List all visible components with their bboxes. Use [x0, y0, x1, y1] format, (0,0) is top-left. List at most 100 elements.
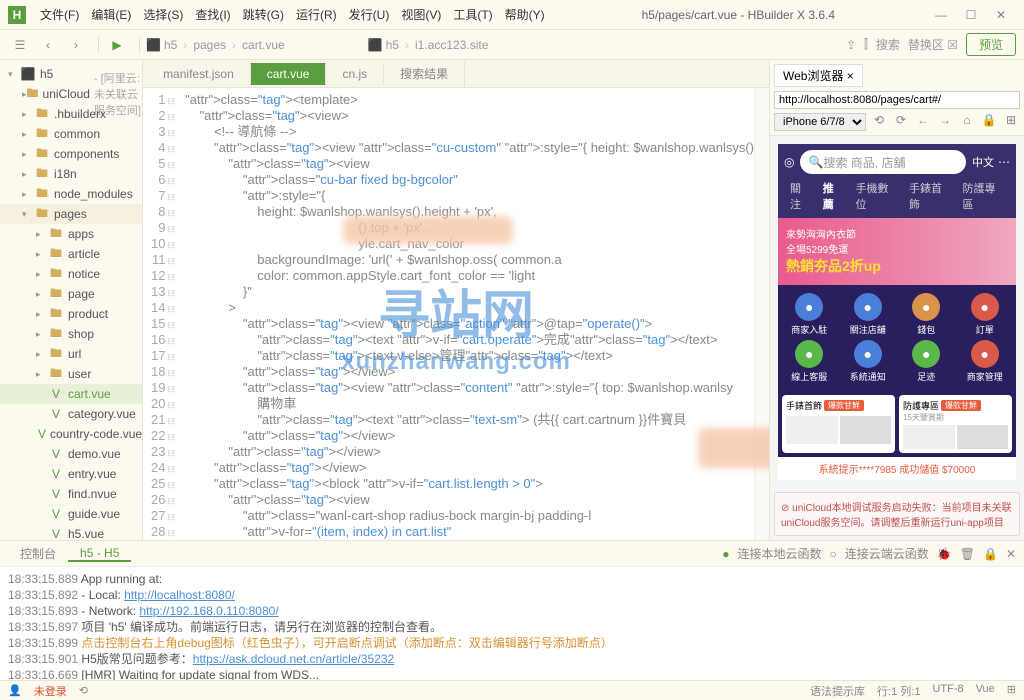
promo-card-2[interactable]: 防護專區爆款甘鮮 15天鑒賞期 [899, 395, 1012, 453]
app-grid-item[interactable]: ●商家管理 [958, 340, 1013, 383]
grid-icon[interactable]: ⊞ [1007, 683, 1016, 699]
tree-item[interactable]: ▸🖿components [0, 144, 142, 164]
login-status[interactable]: 未登录 [34, 683, 67, 699]
app-grid-item[interactable]: ●關注店舖 [841, 293, 896, 336]
promo-card-1[interactable]: 手錶首飾爆款甘鮮 [782, 395, 895, 453]
tree-item[interactable]: ▸🖿shop [0, 324, 142, 344]
user-icon[interactable]: 👤 [8, 684, 22, 697]
app-grid-item[interactable]: ●訂單 [958, 293, 1013, 336]
menu-help[interactable]: 帮助(Y) [499, 6, 551, 23]
lock-icon[interactable]: 🔒 [983, 547, 998, 561]
close-button[interactable]: ✕ [986, 8, 1016, 22]
tree-item[interactable]: ▸🖿apps [0, 224, 142, 244]
menu-find[interactable]: 查找(I) [189, 6, 236, 23]
collapse-icon[interactable]: ☰ [8, 33, 32, 57]
bug-icon[interactable]: 🐞 [937, 547, 952, 561]
devtools-icon[interactable]: ⊞ [1002, 113, 1020, 131]
menu-file[interactable]: 文件(F) [34, 6, 85, 23]
remote-cloud-link[interactable]: 连接云端云函数 [845, 545, 929, 562]
tree-item[interactable]: ▸🖿user [0, 364, 142, 384]
local-cloud-link[interactable]: 连接本地云函数 [738, 545, 822, 562]
tab-cart[interactable]: cart.vue [251, 63, 327, 85]
tree-item[interactable]: Vfind.nvue [0, 484, 142, 504]
close-icon[interactable]: ✕ [1006, 547, 1016, 561]
menu-select[interactable]: 选择(S) [137, 6, 189, 23]
menu-view[interactable]: 视图(V) [395, 6, 447, 23]
lang-label[interactable]: 中文 [972, 154, 994, 170]
tree-item[interactable]: ▸🖿product [0, 304, 142, 324]
title-bar: H 文件(F) 编辑(E) 选择(S) 查找(I) 跳转(G) 运行(R) 发行… [0, 0, 1024, 30]
app-search-input[interactable]: 🔍 搜索 商品, 店舖 [800, 150, 966, 174]
tree-item[interactable]: ▸🖿article [0, 244, 142, 264]
menu-publish[interactable]: 发行(U) [343, 6, 396, 23]
menu-edit[interactable]: 编辑(E) [85, 6, 137, 23]
app-grid-item[interactable]: ●足迹 [899, 340, 954, 383]
encoding[interactable]: UTF-8 [932, 683, 963, 699]
menu-icon[interactable]: ◎ [784, 155, 794, 169]
console-tab-main[interactable]: 控制台 [8, 545, 68, 562]
menu-goto[interactable]: 跳转(G) [237, 6, 290, 23]
syntax-lib[interactable]: 语法提示库 [810, 683, 865, 699]
clear-icon[interactable]: 🗑 [960, 547, 975, 561]
forward-icon[interactable]: → [936, 113, 954, 131]
app-grid-item[interactable]: ●商家入駐 [782, 293, 837, 336]
tree-item[interactable]: Vguide.vue [0, 504, 142, 524]
tree-item[interactable]: ▸🖿node_modules [0, 184, 142, 204]
app-nav-item[interactable]: 關注 [784, 180, 817, 212]
app-nav-item[interactable]: 手錶首飾 [903, 180, 957, 212]
console-tab-h5[interactable]: h5 - H5 [68, 546, 131, 562]
app-grid-item[interactable]: ●線上客服 [782, 340, 837, 383]
back-icon[interactable]: ‹ [36, 33, 60, 57]
tree-item[interactable]: ▸🖿i18n [0, 164, 142, 184]
tab-manifest[interactable]: manifest.json [147, 63, 251, 85]
search-link[interactable]: 搜索 [876, 36, 900, 53]
app-nav-item[interactable]: 手機數位 [850, 180, 904, 212]
minimize-button[interactable]: — [926, 8, 956, 22]
url-input[interactable] [774, 91, 1020, 109]
tree-item[interactable]: ▸🖿page [0, 284, 142, 304]
tree-item[interactable]: Vcart.vue [0, 384, 142, 404]
maximize-button[interactable]: ☐ [956, 8, 986, 22]
device-select[interactable]: iPhone 6/7/8 [774, 113, 866, 131]
reload-icon[interactable]: ⟳ [892, 113, 910, 131]
code-editor[interactable]: 1⊟2⊟3⊟4⊟5⊟6⊟7⊟8⊟9⊟10⊟11⊟12⊟13⊟14⊟15⊟16⊟1… [143, 88, 769, 540]
tab-search-results[interactable]: 搜索结果 [384, 61, 465, 86]
tree-item[interactable]: Vcountry-code.vue [0, 424, 142, 444]
tree-item[interactable]: Ventry.vue [0, 464, 142, 484]
menu-tools[interactable]: 工具(T) [447, 6, 498, 23]
tree-item[interactable]: Vcategory.vue [0, 404, 142, 424]
tree-item[interactable]: ▸🖿common [0, 124, 142, 144]
back-icon[interactable]: ← [914, 113, 932, 131]
tree-item[interactable]: ▸🖿url [0, 344, 142, 364]
tree-item[interactable]: ▸🖿uniCloud- [阿里云:未关联云服务空间] [0, 84, 142, 104]
app-grid-item[interactable]: ●系統通知 [841, 340, 896, 383]
tree-item[interactable]: Vdemo.vue [0, 444, 142, 464]
preview-tab[interactable]: Web浏览器 × [774, 64, 863, 87]
unicloud-alert: ⊘ uniCloud本地调试服务启动失败：当前项目未关联uniCloud服务空间… [774, 492, 1020, 536]
tree-item[interactable]: Vh5.vue [0, 524, 142, 540]
minimap[interactable] [754, 88, 769, 540]
editor-area: manifest.json cart.vue cn.js 搜索结果 1⊟2⊟3⊟… [143, 60, 769, 540]
run-icon[interactable]: ▶ [105, 33, 129, 57]
more-icon[interactable]: ⋯ [998, 155, 1010, 169]
tab-cnjs[interactable]: cn.js [326, 63, 384, 85]
app-grid-item[interactable]: ●錢包 [899, 293, 954, 336]
phone-preview: ◎ 🔍 搜索 商品, 店舖 中文 ⋯ 關注推薦手機數位手錶首飾防護專區 來勢洶洶… [778, 144, 1016, 480]
sync-icon[interactable]: ⟲ [79, 684, 88, 697]
filter-icon[interactable]: ⫿ [864, 37, 868, 52]
rotate-icon[interactable]: ⟲ [870, 113, 888, 131]
language-mode[interactable]: Vue [976, 683, 995, 699]
lock-icon[interactable]: 🔒 [980, 113, 998, 131]
tree-item[interactable]: ▾🖿pages [0, 204, 142, 224]
app-nav-item[interactable]: 推薦 [817, 180, 850, 212]
forward-icon[interactable]: › [64, 33, 88, 57]
tree-item[interactable]: ▸🖿notice [0, 264, 142, 284]
file-explorer: ▾⬛h5▸🖿uniCloud- [阿里云:未关联云服务空间]▸🖿.hbuilde… [0, 60, 143, 540]
menu-run[interactable]: 运行(R) [290, 6, 343, 23]
preview-button[interactable]: 预览 [966, 33, 1016, 56]
share-icon[interactable]: ⇪ [846, 38, 856, 52]
app-banner[interactable]: 來勢洶洶內衣節 全場5299免運 熱銷夯品2折up [778, 218, 1016, 285]
replace-link[interactable]: 替换区 ☒ [908, 36, 958, 53]
home-icon[interactable]: ⌂ [958, 113, 976, 131]
app-nav-item[interactable]: 防護專區 [957, 180, 1011, 212]
